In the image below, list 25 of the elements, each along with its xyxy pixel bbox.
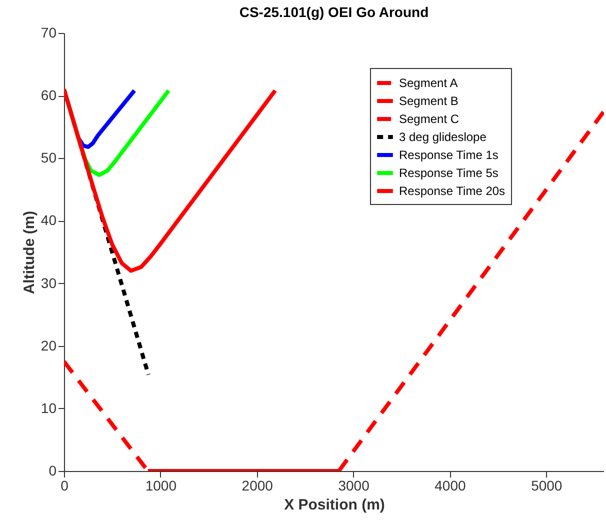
y-tick-label: 30 bbox=[40, 274, 57, 291]
y-tick-label: 70 bbox=[40, 24, 57, 40]
y-tick-label: 20 bbox=[40, 337, 57, 354]
legend-label: Segment A bbox=[399, 76, 458, 90]
x-axis-title: X Position (m) bbox=[284, 496, 385, 514]
x-tick-label: 5000 bbox=[531, 478, 562, 494]
y-tick-label: 40 bbox=[40, 212, 57, 228]
x-tick-label: 4000 bbox=[434, 478, 466, 494]
line-series bbox=[64, 87, 278, 273]
x-tick-label: 3000 bbox=[338, 478, 370, 494]
y-tick-label: 0 bbox=[48, 462, 57, 478]
legend-label: Segment B bbox=[399, 94, 458, 108]
x-tick-label: 2000 bbox=[242, 478, 274, 494]
y-tick-label: 60 bbox=[40, 87, 57, 104]
chart-title: CS-25.101(g) OEI Go Around bbox=[239, 4, 429, 20]
y-axis-title: Altitude (m) bbox=[20, 210, 38, 294]
y-tick-label: 50 bbox=[40, 150, 57, 166]
legend-label: 3 deg glideslope bbox=[399, 130, 487, 144]
legend-label: Response Time 20s bbox=[399, 184, 506, 198]
x-tick-label: 1000 bbox=[145, 478, 177, 494]
legend-label: Response Time 5s bbox=[399, 166, 498, 180]
x-tick-label: 0 bbox=[60, 478, 69, 494]
legend-label: Segment C bbox=[399, 112, 460, 126]
legend-label: Response Time 1s bbox=[399, 148, 498, 162]
y-tick-label: 10 bbox=[40, 400, 57, 416]
